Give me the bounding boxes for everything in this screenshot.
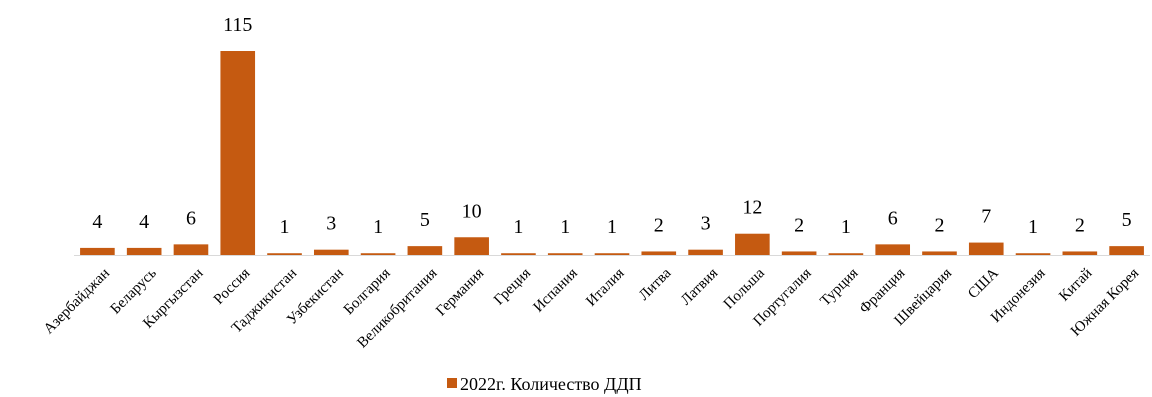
value-label-4: 1 bbox=[280, 216, 290, 238]
bar-5 bbox=[313, 249, 349, 255]
x-tick-label-0: Азербайджан bbox=[41, 265, 113, 337]
x-tick-label-16: Турция bbox=[817, 265, 861, 309]
bar-1 bbox=[126, 247, 162, 255]
value-label-2: 6 bbox=[186, 207, 196, 229]
bar-3 bbox=[220, 51, 256, 255]
value-label-16: 1 bbox=[841, 216, 851, 238]
value-label-3: 115 bbox=[223, 14, 252, 36]
legend-label: 2022г. Количество ДДП bbox=[460, 374, 642, 394]
value-label-5: 3 bbox=[326, 213, 336, 235]
x-tick-label-21: Китай bbox=[1056, 265, 1095, 304]
x-tick-label-8: Германия bbox=[433, 265, 487, 319]
value-label-8: 10 bbox=[462, 200, 482, 222]
bar-18 bbox=[922, 251, 957, 255]
bar-11 bbox=[594, 253, 630, 255]
bar-21 bbox=[1062, 251, 1098, 255]
value-label-22: 5 bbox=[1122, 209, 1132, 231]
x-tick-label-7: Великобритания bbox=[354, 265, 440, 351]
value-label-0: 4 bbox=[92, 211, 102, 233]
bar-17 bbox=[875, 244, 911, 255]
bar-8 bbox=[454, 237, 489, 255]
bar-4 bbox=[267, 253, 302, 255]
x-tick-label-10: Испания bbox=[531, 265, 581, 315]
bar-2 bbox=[173, 244, 209, 255]
value-label-17: 6 bbox=[888, 207, 898, 229]
value-label-12: 2 bbox=[654, 214, 664, 236]
bar-22 bbox=[1109, 246, 1144, 255]
bar-10 bbox=[547, 253, 583, 255]
value-label-18: 2 bbox=[934, 214, 944, 236]
value-label-14: 12 bbox=[742, 197, 762, 219]
bar-6 bbox=[360, 253, 396, 255]
value-label-13: 3 bbox=[701, 213, 711, 235]
value-label-9: 1 bbox=[513, 216, 523, 238]
x-tick-label-13: Латвия bbox=[678, 265, 721, 308]
x-tick-label-12: Литва bbox=[636, 265, 675, 304]
x-tick-label-11: Италия bbox=[583, 265, 627, 309]
value-label-20: 1 bbox=[1028, 216, 1038, 238]
x-tick-label-9: Греция bbox=[491, 265, 534, 308]
bar-9 bbox=[501, 253, 536, 255]
bar-14 bbox=[735, 233, 770, 255]
bar-0 bbox=[80, 247, 115, 255]
value-label-1: 4 bbox=[139, 211, 149, 233]
value-label-15: 2 bbox=[794, 214, 804, 236]
value-label-7: 5 bbox=[420, 209, 430, 231]
bar-20 bbox=[1015, 253, 1051, 255]
bar-19 bbox=[968, 242, 1004, 255]
bar-13 bbox=[688, 249, 723, 255]
legend: 2022г. Количество ДДП bbox=[447, 374, 642, 394]
bar-15 bbox=[781, 251, 817, 255]
bar-16 bbox=[828, 253, 864, 255]
value-label-11: 1 bbox=[607, 216, 617, 238]
value-label-10: 1 bbox=[560, 216, 570, 238]
x-tick-label-19: США bbox=[965, 265, 1002, 302]
bars-layer bbox=[80, 51, 1144, 255]
x-tick-label-14: Польша bbox=[721, 265, 768, 312]
value-label-6: 1 bbox=[373, 216, 383, 238]
value-label-19: 7 bbox=[981, 206, 991, 228]
bar-7 bbox=[407, 246, 443, 255]
x-tick-label-3: Россия bbox=[211, 265, 254, 308]
bar-12 bbox=[641, 251, 677, 255]
legend-swatch bbox=[447, 378, 457, 388]
value-label-21: 2 bbox=[1075, 214, 1085, 236]
